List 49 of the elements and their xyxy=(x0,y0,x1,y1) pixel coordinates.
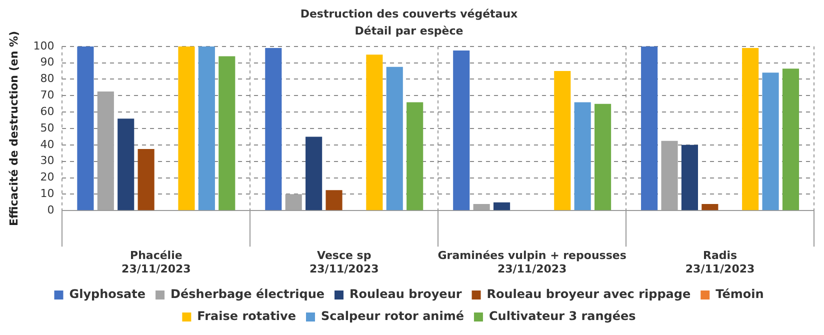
bar xyxy=(702,204,718,210)
legend-label: Rouleau broyeur xyxy=(350,287,462,302)
bar xyxy=(198,46,215,210)
y-tick-label: 0 xyxy=(47,203,54,216)
legend-label: Désherbage électrique xyxy=(170,287,325,302)
bar xyxy=(138,149,154,210)
bar xyxy=(453,50,470,210)
chart-subtitle: Détail par espèce xyxy=(354,24,464,38)
bar xyxy=(306,136,322,210)
bar xyxy=(493,202,510,210)
y-tick-label: 40 xyxy=(40,138,54,151)
bar xyxy=(326,190,342,210)
y-tick-label: 80 xyxy=(40,72,54,86)
y-tick-label: 30 xyxy=(40,154,54,168)
bar xyxy=(742,48,759,210)
legend-label: Cultivateur 3 rangées xyxy=(488,309,636,324)
legend-label: Rouleau broyeur avec rippage xyxy=(486,287,691,302)
bar xyxy=(594,104,612,210)
legend-label: Fraise rotative xyxy=(197,309,296,324)
bar xyxy=(265,48,282,210)
bar xyxy=(782,68,800,210)
bar xyxy=(406,102,424,210)
x-tick-label: Radis 23/11/2023 xyxy=(685,249,755,276)
y-tick-label: 10 xyxy=(40,187,54,200)
chart-title: Destruction des couverts végétaux xyxy=(300,7,518,20)
x-tick-label: Vesce sp 23/11/2023 xyxy=(309,249,379,276)
bar xyxy=(641,46,658,210)
bar xyxy=(681,144,698,210)
bar xyxy=(218,56,236,210)
y-tick-label: 90 xyxy=(40,56,54,69)
y-tick-label: 100 xyxy=(33,39,54,52)
y-tick-label: 60 xyxy=(40,104,54,118)
bar xyxy=(118,118,134,210)
legend-label: Scalpeur rotor animé xyxy=(321,309,464,324)
x-tick-label: Graminées vulpin + repousses 23/11/2023 xyxy=(438,249,627,276)
bar xyxy=(554,71,571,210)
legend-label: Glyphosate xyxy=(69,287,146,302)
bar xyxy=(178,46,195,210)
bar xyxy=(386,66,403,210)
y-tick-label: 50 xyxy=(40,121,54,134)
x-tick-label: Phacélie 23/11/2023 xyxy=(122,249,191,276)
y-axis-title: Efficacité de destruction (en %) xyxy=(7,30,20,226)
bar xyxy=(574,102,591,210)
bar xyxy=(762,72,779,210)
bar xyxy=(77,46,94,210)
y-tick-label: 20 xyxy=(40,170,54,184)
legend-label: Témoin xyxy=(716,287,764,302)
y-tick-label: 70 xyxy=(40,88,54,102)
bar xyxy=(366,54,383,210)
